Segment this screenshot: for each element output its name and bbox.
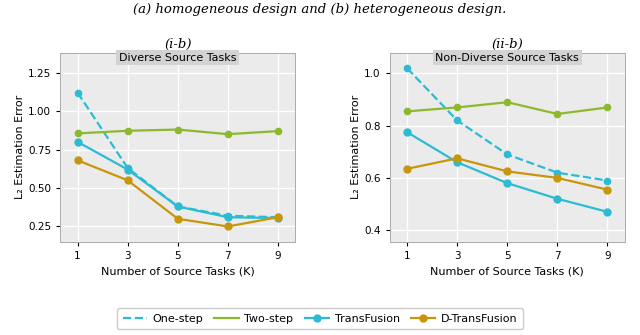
- Title: (ii-b): (ii-b): [492, 39, 523, 52]
- Text: Diverse Source Tasks: Diverse Source Tasks: [119, 53, 237, 63]
- Title: (i-b): (i-b): [164, 39, 191, 52]
- X-axis label: Number of Source Tasks (K): Number of Source Tasks (K): [101, 266, 255, 276]
- Text: Non-Diverse Source Tasks: Non-Diverse Source Tasks: [435, 53, 579, 63]
- Legend: One-step, Two-step, TransFusion, D-TransFusion: One-step, Two-step, TransFusion, D-Trans…: [117, 308, 523, 329]
- X-axis label: Number of Source Tasks (K): Number of Source Tasks (K): [431, 266, 584, 276]
- Text: (a) homogeneous design and (b) heterogeneous design.: (a) homogeneous design and (b) heterogen…: [133, 3, 507, 16]
- Y-axis label: L₂ Estimation Error: L₂ Estimation Error: [15, 95, 25, 199]
- Y-axis label: L₂ Estimation Error: L₂ Estimation Error: [351, 95, 362, 199]
